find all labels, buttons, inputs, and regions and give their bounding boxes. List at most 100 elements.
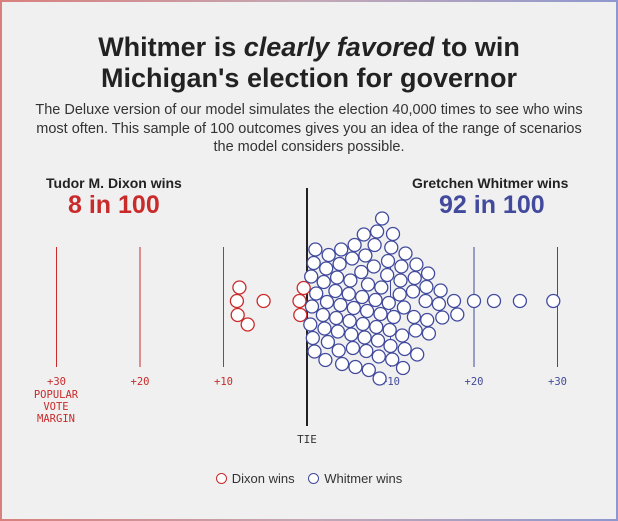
- whitmer-outcome-dot-81: [406, 309, 422, 325]
- whitmer-outcome-dot-52: [366, 259, 381, 274]
- whitmer-outcome-dot-66: [382, 322, 397, 338]
- whitmer-outcome-dot-82: [407, 270, 422, 286]
- whitmer-outcome-dot-65: [381, 295, 396, 311]
- whitmer-outcome-dot-64: [380, 253, 396, 269]
- whitmer-outcome-dot-73: [393, 273, 408, 288]
- whitmer-outcome-dot-10: [304, 299, 320, 314]
- whitmer-outcome-dot-56: [369, 224, 385, 239]
- whitmer-outcome-dot-68: [384, 240, 399, 255]
- x-axis-label-word-1: VOTE: [43, 401, 68, 413]
- title-after: to win: [434, 32, 520, 62]
- whitmer-outcome-dot-77: [396, 300, 412, 315]
- whitmer-outcome-dot-34: [342, 313, 357, 329]
- whitmer-outcome-dot-54: [368, 292, 383, 308]
- dixon-wins-label: Tudor M. Dixon wins: [46, 175, 182, 191]
- whitmer-outcome-dot-83: [408, 323, 423, 338]
- whitmer-outcome-dot-14: [308, 242, 323, 257]
- whitmer-outcome-dot-59: [372, 371, 387, 386]
- whitmer-outcome-dot-91: [431, 296, 447, 312]
- whitmer-outcome-dot-48: [359, 343, 374, 359]
- dixon-outcome-dot-3: [240, 317, 255, 332]
- whitmer-outcome-dot-12: [306, 255, 321, 271]
- whitmer-outcome-dot-17: [316, 274, 331, 290]
- whitmer-outcome-dot-60: [373, 306, 388, 322]
- x-axis-label-word-0: POPULAR: [34, 389, 79, 401]
- whitmer-outcome-dot-39: [346, 300, 361, 316]
- tie-label: TIE: [297, 433, 317, 446]
- whitmer-outcome-dot-22: [320, 334, 336, 350]
- whitmer-outcome-dot-99: [546, 293, 561, 309]
- legend-label-whitmer: Whitmer wins: [324, 471, 403, 486]
- whitmer-outcome-dot-57: [370, 333, 386, 348]
- whitmer-outcome-dot-20: [319, 261, 334, 276]
- legend-label-dixon: Dixon wins: [231, 471, 295, 486]
- x-axis-label-word-2: MARGIN: [37, 413, 75, 425]
- whitmer-outcome-dot-23: [321, 247, 336, 263]
- whitmer-outcome-dot-32: [334, 356, 350, 372]
- whitmer-outcome-dot-18: [317, 321, 332, 336]
- whitmer-outcome-dot-80: [405, 284, 421, 299]
- title-before: Whitmer is: [98, 32, 244, 62]
- whitmer-outcome-dot-33: [341, 286, 356, 302]
- whitmer-outcome-dot-21: [319, 294, 335, 310]
- dixon-outcome-dot-5: [292, 293, 307, 309]
- whitmer-outcome-dot-26: [329, 270, 345, 285]
- legend: Dixon wins Whitmer wins: [2, 471, 616, 487]
- chart-subtitle: The Deluxe version of our model simulate…: [35, 102, 583, 155]
- whitmer-outcome-dot-51: [361, 362, 376, 378]
- whitmer-outcome-dot-55: [369, 319, 384, 335]
- whitmer-outcome-dot-42: [354, 264, 369, 280]
- tick-label-0: +30: [47, 376, 66, 388]
- whitmer-outcome-dot-96: [466, 293, 482, 309]
- dixon-outcome-dot-2: [232, 280, 247, 295]
- whitmer-outcome-dot-63: [380, 267, 395, 283]
- whitmer-outcome-dot-16: [315, 307, 331, 323]
- whitmer-outcome-dot-89: [420, 266, 436, 281]
- tick-label-2: +10: [214, 376, 233, 388]
- whitmer-outcome-dot-38: [345, 340, 361, 356]
- whitmer-outcome-dot-75: [395, 328, 410, 343]
- whitmer-outcome-dot-72: [392, 287, 407, 302]
- dixon-outcome-dot-7: [296, 280, 311, 296]
- whitmer-outcome-dot-74: [394, 259, 409, 274]
- whitmer-outcome-dot-24: [328, 283, 343, 299]
- dixon-outcome-dot-4: [256, 293, 271, 309]
- whitmer-outcome-dot-84: [409, 257, 424, 272]
- whitmer-outcome-dot-31: [334, 242, 349, 257]
- whitmer-outcome-dot-45: [356, 227, 371, 242]
- tick-label-1: +20: [131, 376, 150, 388]
- whitmer-outcome-dot-62: [374, 211, 390, 226]
- dixon-outcome-dot-1: [230, 307, 245, 323]
- whitmer-outcome-dot-29: [332, 256, 347, 272]
- whitmer-outcome-dot-28: [331, 343, 346, 358]
- whitmer-outcome-dot-41: [348, 359, 363, 375]
- legend-item-whitmer: Whitmer wins: [308, 471, 402, 486]
- dixon-outcome-dot-6: [293, 307, 308, 323]
- whitmer-outcome-dot-44: [355, 316, 371, 332]
- whitmer-outcome-dot-27: [330, 324, 346, 339]
- whitmer-outcome-dot-37: [344, 251, 360, 266]
- whitmer-outcome-dot-15: [309, 286, 324, 301]
- whitmer-outcome-dot-93: [435, 310, 450, 325]
- whitmer-outcome-dot-85: [410, 347, 425, 362]
- whitmer-outcome-dot-8: [303, 317, 318, 332]
- legend-swatch-whitmer: [308, 473, 320, 484]
- whitmer-outcome-dot-76: [395, 360, 411, 376]
- whitmer-outcome-dot-88: [420, 312, 435, 328]
- whitmer-outcome-dot-95: [450, 307, 465, 322]
- whitmer-outcome-dot-43: [354, 289, 370, 305]
- legend-item-dixon: Dixon wins: [215, 471, 295, 486]
- title-emphasis: clearly favored: [243, 32, 435, 62]
- whitmer-outcome-dot-58: [371, 349, 386, 364]
- whitmer-outcome-dot-11: [305, 330, 320, 346]
- tick-label-4: +20: [465, 376, 484, 388]
- whitmer-outcome-dot-67: [383, 338, 398, 354]
- whitmer-outcome-dot-25: [329, 310, 344, 326]
- whitmer-outcome-dot-97: [486, 293, 502, 309]
- whitmer-outcome-dot-53: [367, 237, 382, 253]
- whitmer-wins-label: Gretchen Whitmer wins: [412, 175, 569, 191]
- whitmer-outcome-dot-79: [398, 246, 413, 261]
- whitmer-outcome-dot-50: [360, 277, 376, 292]
